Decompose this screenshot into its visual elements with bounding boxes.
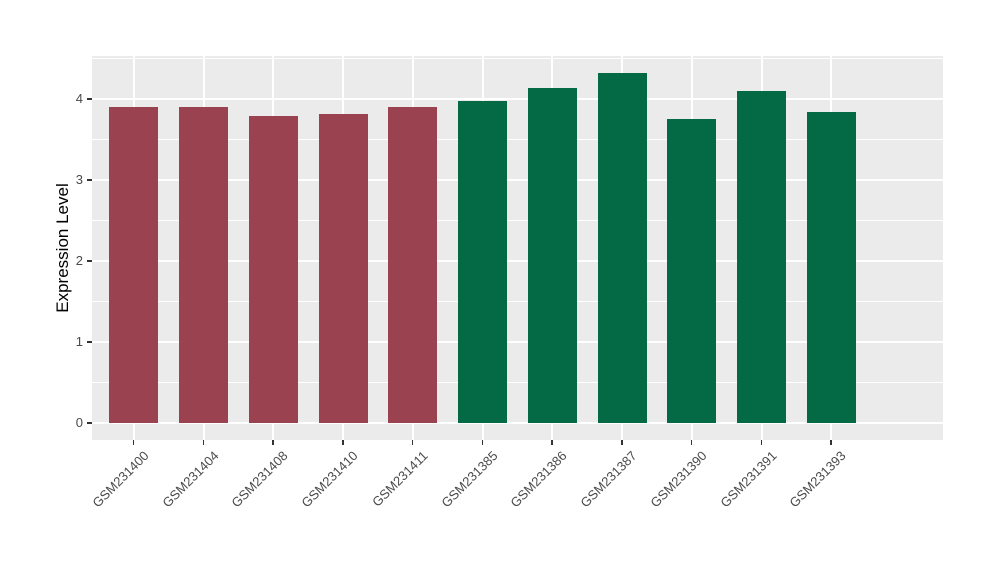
y-axis-title: Expression Level [53, 183, 72, 313]
y-axis-tick [87, 260, 92, 262]
major-gridline-horizontal [92, 422, 943, 424]
y-axis-tick-label: 2 [75, 253, 83, 268]
x-axis-tick-label: GSM231400 [89, 448, 152, 511]
x-axis-tick-label: GSM231404 [158, 448, 222, 511]
bar-GSM231390 [667, 119, 717, 423]
major-gridline-horizontal [92, 98, 943, 100]
x-axis-tick [690, 440, 693, 445]
bar-GSM231387 [597, 73, 647, 423]
y-axis-tick-label: 1 [75, 334, 83, 349]
x-axis-tick [830, 440, 832, 445]
x-axis-tick [621, 440, 623, 445]
x-axis-tick-label: GSM231393 [786, 448, 850, 511]
x-axis-tick [272, 440, 274, 445]
x-axis-tick [760, 440, 763, 445]
bar-GSM231408 [248, 116, 298, 423]
bar-GSM231411 [388, 107, 438, 423]
major-gridline-horizontal [92, 341, 943, 343]
bar-GSM231393 [806, 111, 856, 423]
bar-GSM231410 [318, 114, 368, 423]
x-axis-tick [551, 440, 553, 445]
y-axis-tick [87, 422, 92, 424]
x-axis-tick [481, 440, 484, 445]
minor-gridline-horizontal [92, 220, 943, 221]
bar-GSM231400 [109, 107, 159, 423]
y-axis-tick-label: 3 [75, 172, 83, 187]
bar-GSM231391 [737, 90, 787, 423]
y-axis-tick [87, 341, 92, 343]
x-axis-tick [202, 440, 205, 445]
y-axis-tick-label: 4 [75, 91, 83, 106]
minor-gridline-horizontal [92, 58, 943, 59]
x-axis-tick-label: GSM231390 [647, 448, 710, 511]
x-axis-tick [411, 440, 414, 445]
bar-GSM231404 [179, 107, 229, 423]
x-axis-tick-label: GSM231411 [368, 448, 431, 510]
x-axis-tick [342, 440, 344, 445]
major-gridline-horizontal [92, 179, 943, 181]
x-axis-tick-label: GSM231391 [717, 448, 780, 511]
minor-gridline-horizontal [92, 139, 943, 140]
plot-panel [92, 56, 943, 440]
x-axis-tick-label: GSM231408 [228, 448, 291, 511]
bar-GSM231386 [527, 88, 577, 423]
x-axis-tick-label: GSM231386 [507, 448, 570, 511]
y-axis-tick [87, 98, 92, 100]
minor-gridline-horizontal [92, 382, 943, 383]
major-gridline-horizontal [92, 260, 943, 262]
y-axis-tick [87, 179, 92, 181]
minor-gridline-horizontal [92, 301, 943, 302]
x-axis-tick [132, 440, 135, 445]
bar-GSM231385 [458, 101, 508, 423]
x-axis-tick-label: GSM231387 [577, 448, 640, 511]
x-axis-tick-label: GSM231385 [438, 448, 501, 511]
y-axis-tick-label: 0 [75, 415, 83, 430]
x-axis-tick-label: GSM231410 [298, 448, 361, 511]
